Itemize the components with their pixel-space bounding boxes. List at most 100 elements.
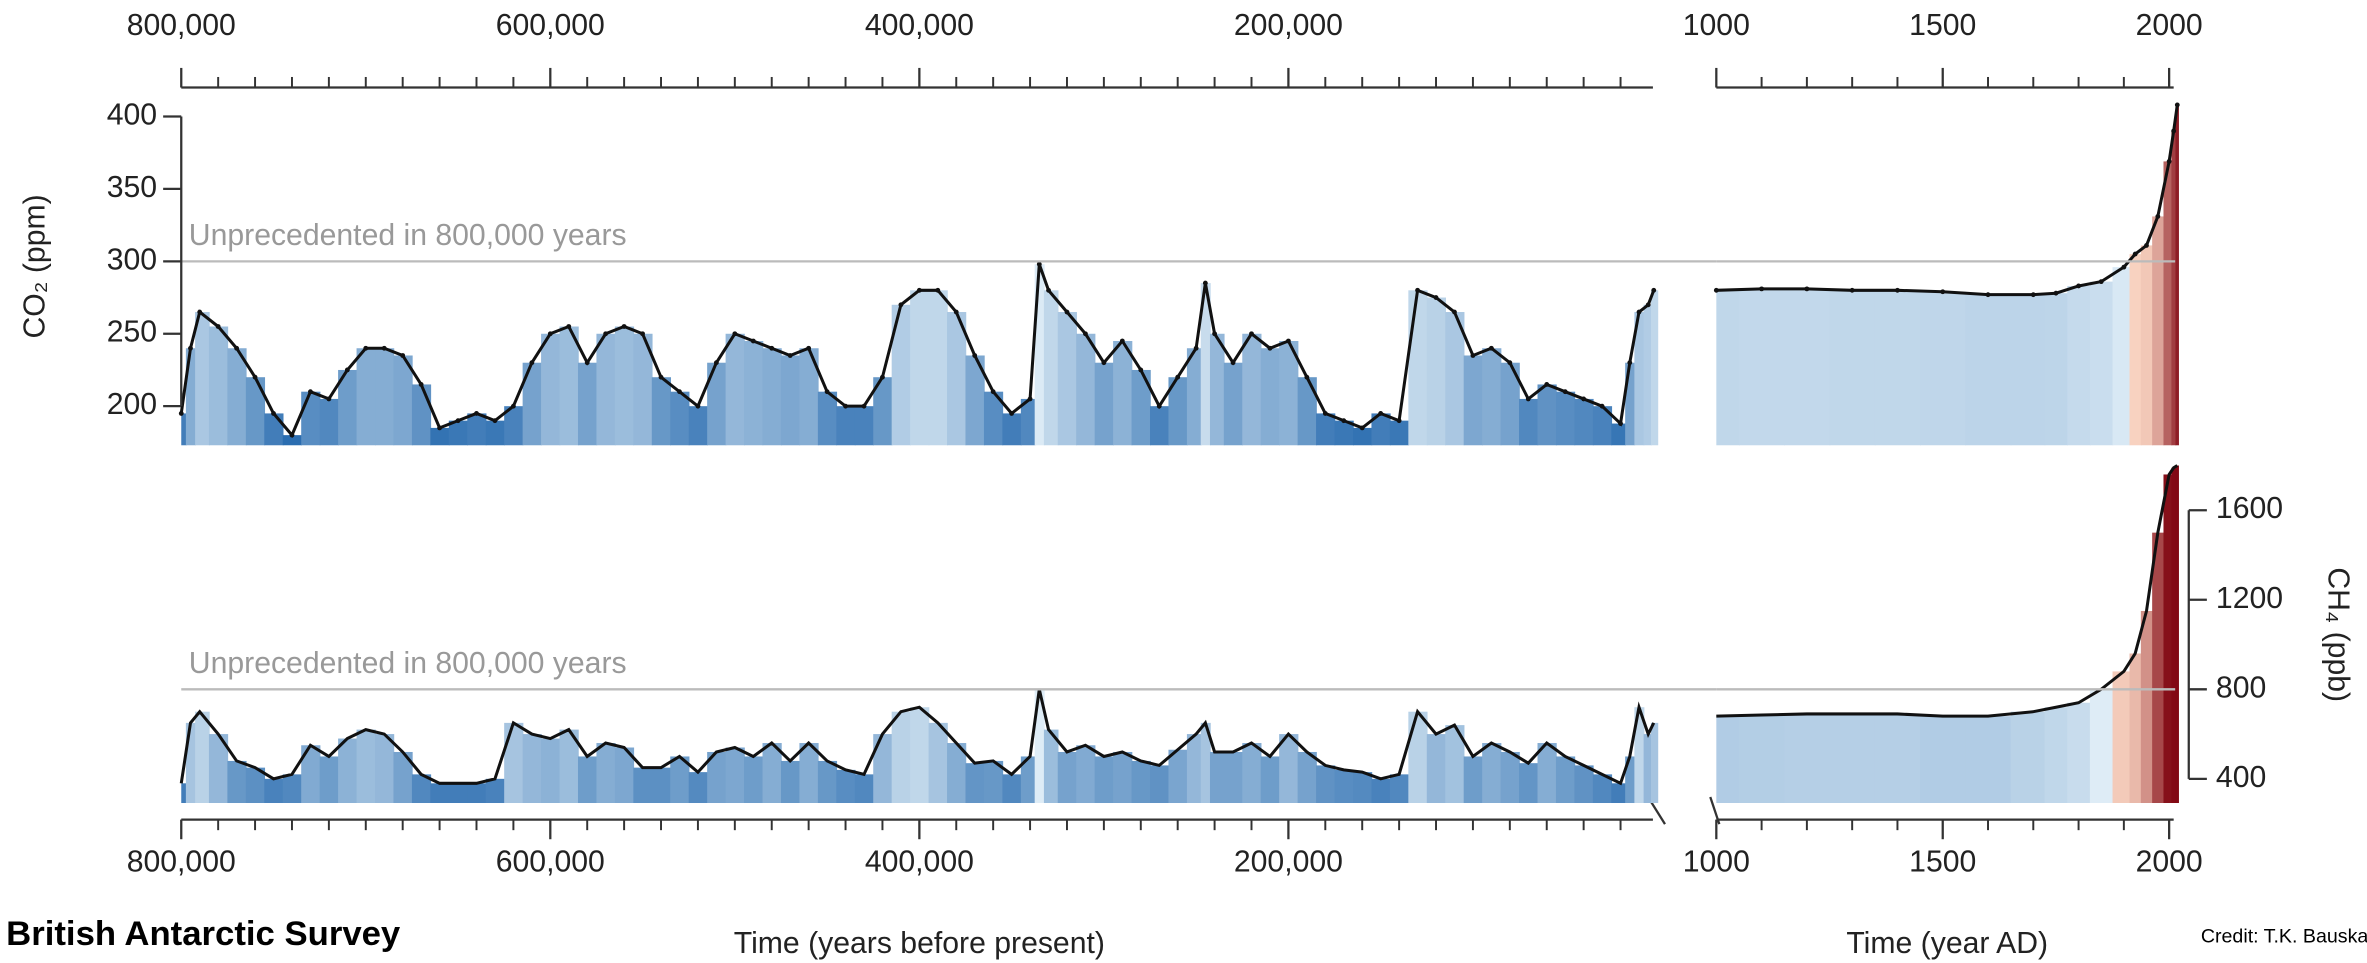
stripe (983, 760, 1004, 804)
stripe (1260, 348, 1280, 446)
stripe (2152, 532, 2165, 804)
stripe (1555, 756, 1576, 804)
data-point (1285, 338, 1291, 344)
stripe (1965, 294, 2012, 446)
stripe (1020, 756, 1036, 804)
stripe (448, 420, 469, 446)
stripe (448, 783, 469, 804)
data-point (1452, 309, 1457, 315)
data-point (1415, 287, 1420, 293)
stripe (411, 774, 432, 804)
stripe (338, 369, 358, 446)
stripe (633, 767, 653, 804)
data-point (916, 287, 922, 293)
stripe (2044, 707, 2069, 804)
x-tick-label: 2000 (2136, 845, 2203, 878)
data-point (418, 382, 424, 387)
stripe (208, 326, 229, 446)
stripe (910, 290, 930, 446)
stripe (1426, 734, 1447, 804)
stripe (965, 763, 985, 804)
data-point (1562, 389, 1568, 395)
stripe (1650, 722, 1659, 804)
stripe (817, 760, 838, 804)
stripe (245, 377, 266, 446)
data-point (1544, 382, 1550, 387)
stripe (1371, 413, 1391, 446)
data-point (787, 353, 793, 358)
stripe (356, 348, 376, 446)
stripe (928, 290, 948, 446)
y-tick-label: 1200 (2216, 582, 2283, 615)
x-axis-label: Time (years before present) (734, 927, 1105, 960)
stripe (1223, 362, 1244, 446)
data-point (750, 338, 756, 344)
data-point (1138, 367, 1144, 373)
data-point (2076, 283, 2081, 289)
stripe (1592, 774, 1613, 804)
stripe (1209, 751, 1225, 804)
stripe (1150, 765, 1170, 804)
stripe (522, 362, 542, 446)
stripe (947, 743, 967, 804)
data-point (1396, 418, 1402, 424)
stripe (1408, 290, 1428, 446)
stripe (1076, 333, 1096, 446)
data-point (188, 345, 193, 351)
data-point (677, 389, 682, 395)
stripe (1352, 772, 1373, 804)
y-tick-label: 300 (107, 243, 157, 276)
stripe (1500, 751, 1520, 804)
data-point (972, 353, 978, 358)
stripe (836, 769, 856, 804)
data-point (1895, 287, 1900, 293)
stripe (1223, 751, 1244, 804)
x-tick-label: 800,000 (127, 845, 236, 878)
stripe (2171, 467, 2177, 804)
y-tick-label: 400 (107, 98, 157, 131)
stripe (1920, 716, 1967, 804)
stripe (1519, 763, 1539, 804)
data-point (1525, 396, 1531, 402)
data-point (529, 360, 535, 366)
stripe (836, 406, 856, 446)
stripe (780, 355, 801, 446)
stripe (1611, 423, 1626, 446)
stripe (1445, 725, 1465, 804)
stripe (185, 348, 196, 446)
data-point (566, 324, 572, 329)
stripe (1279, 734, 1299, 804)
stripe (1537, 743, 1557, 804)
stripe (1463, 355, 1483, 446)
stripe (1131, 369, 1151, 446)
stripe (1260, 756, 1280, 804)
stripe (2010, 711, 2046, 804)
annotation: Unprecedented in 800,000 years (189, 647, 627, 680)
data-point (344, 367, 350, 373)
stripe (1316, 413, 1336, 446)
credit: Credit: T.K. Bauska (2201, 926, 2367, 948)
stripe (1094, 756, 1114, 804)
stripe (181, 413, 187, 446)
data-point (215, 324, 221, 329)
y-tick-label: 200 (107, 388, 157, 421)
stripe (522, 734, 542, 804)
data-point (1341, 418, 1347, 424)
data-point (2174, 102, 2180, 108)
stripe (1738, 288, 1785, 446)
data-point (1175, 374, 1181, 380)
data-point (1249, 331, 1254, 337)
stripe (1113, 751, 1133, 804)
stripe (1611, 783, 1626, 804)
data-point (1599, 403, 1605, 409)
stripe (1076, 745, 1096, 804)
x-tick-label: 1000 (1683, 845, 1750, 878)
stripe (965, 355, 985, 446)
data-point (1507, 360, 1513, 366)
stripe (2112, 671, 2131, 804)
stripe (1625, 362, 1636, 446)
stripe (338, 738, 358, 804)
data-point (2053, 290, 2059, 296)
stripe (744, 756, 764, 804)
stripe (195, 711, 210, 804)
